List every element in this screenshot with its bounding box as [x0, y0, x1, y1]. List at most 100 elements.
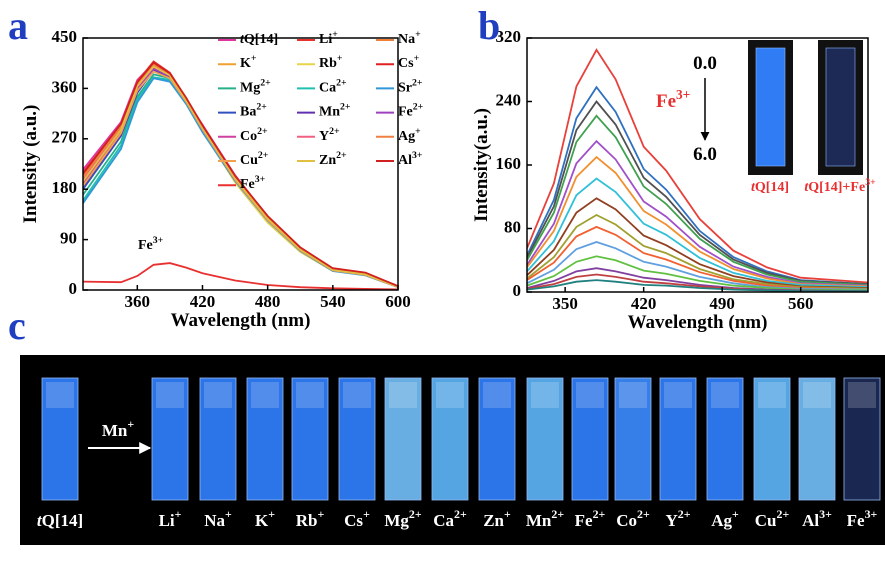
- cuvette-top: [531, 382, 559, 408]
- sample-label: Al3+: [802, 507, 832, 530]
- cuvette: [431, 377, 469, 501]
- legend-label: Co2+: [240, 126, 268, 144]
- cuvette-top: [251, 382, 279, 408]
- legend-label: Ca2+: [319, 77, 347, 95]
- legend-label: Zn2+: [319, 150, 347, 168]
- x-tick-label: 600: [385, 292, 411, 311]
- x-tick-label: 490: [709, 294, 735, 313]
- sample-label: Na+: [204, 507, 232, 530]
- sample-label: Cs+: [344, 507, 370, 530]
- cuvette-top: [848, 382, 876, 408]
- y-tick-label: 270: [52, 128, 78, 147]
- cuvette: [571, 377, 609, 501]
- legend-label: tQ[14]: [240, 32, 278, 47]
- y-axis-label: Intensity(a.u.): [471, 108, 492, 222]
- cuvette: [753, 377, 791, 501]
- cuvette-top: [576, 382, 604, 408]
- sample-label: Fe3+: [847, 507, 878, 530]
- x-tick-label: 360: [125, 292, 151, 311]
- cuvette: [199, 377, 237, 501]
- legend-label: Y2+: [319, 126, 340, 144]
- legend-label: Mg2+: [240, 77, 271, 95]
- annotation: Fe3+: [138, 235, 164, 253]
- y-tick-label: 360: [52, 77, 78, 96]
- series-line: [527, 85, 868, 285]
- cuvette: [478, 377, 516, 501]
- legend-label: Cu2+: [240, 150, 269, 168]
- panel-letter: b: [478, 3, 500, 48]
- cuvette: [843, 377, 881, 501]
- series-line: [527, 114, 868, 286]
- legend-label: Ba2+: [240, 101, 267, 119]
- legend-label: Sr2+: [398, 77, 423, 95]
- y-tick-label: 0: [513, 281, 522, 300]
- x-tick-label: 540: [320, 292, 346, 311]
- series-line: [527, 155, 868, 288]
- series-line: [527, 279, 868, 292]
- sample-label: tQ[14]: [37, 511, 83, 530]
- legend-label: K+: [240, 53, 257, 71]
- y-tick-label: 80: [504, 217, 521, 236]
- cuvette: [151, 377, 189, 501]
- cuvette-top: [758, 382, 786, 408]
- cuvette: [614, 377, 652, 501]
- cuvette: [798, 377, 836, 501]
- series-line: [527, 197, 868, 289]
- legend-label: Mn2+: [319, 101, 351, 119]
- legend-label: Li+: [319, 29, 338, 47]
- sample-label: Mg2+: [384, 507, 421, 530]
- sample-label: Ag+: [711, 507, 739, 530]
- cuvette-top: [664, 382, 692, 408]
- sample-label: Y2+: [665, 507, 690, 530]
- cuvette-top: [711, 382, 739, 408]
- sample-label: Rb+: [296, 507, 325, 530]
- legend-label: Fe3+: [240, 174, 266, 192]
- cuvette-top: [296, 382, 324, 408]
- y-tick-label: 0: [69, 279, 78, 298]
- legend-label: Ag+: [398, 126, 421, 144]
- sample-label: Zn+: [483, 507, 511, 530]
- sample-label: Co2+: [616, 507, 650, 530]
- cuvette: [659, 377, 697, 501]
- y-tick-label: 180: [52, 178, 78, 197]
- y-tick-label: 320: [496, 27, 522, 46]
- cuvette-top: [204, 382, 232, 408]
- cuvette-top: [156, 382, 184, 408]
- y-tick-label: 450: [52, 27, 78, 46]
- y-tick-label: 240: [496, 90, 522, 109]
- annotation: Fe3+: [656, 87, 690, 113]
- range-end: 6.0: [693, 144, 717, 165]
- x-axis-label: Wavelength (nm): [171, 310, 311, 331]
- sample-label: Fe2+: [575, 507, 606, 530]
- sample-label: Li+: [159, 507, 182, 530]
- sample-label: K+: [255, 507, 275, 530]
- cuvette-top: [483, 382, 511, 408]
- y-tick-label: 160: [496, 154, 522, 173]
- legend-label: Fe2+: [398, 101, 424, 119]
- cuvette: [338, 377, 376, 501]
- sample-label: Mn2+: [526, 507, 564, 530]
- x-tick-label: 420: [631, 294, 657, 313]
- x-axis-label: Wavelength (nm): [628, 312, 768, 333]
- arrow-label: Mn+: [102, 417, 135, 440]
- series-line: [527, 177, 868, 289]
- cuvette: [246, 377, 284, 501]
- inset-label: tQ[14]+Fe3+: [804, 177, 876, 195]
- cuvette: [384, 377, 422, 501]
- sample-label: Ca2+: [433, 507, 467, 530]
- legend-label: Cs+: [398, 53, 420, 71]
- series-line: [527, 225, 868, 291]
- cuvette: [41, 377, 79, 501]
- cuvette: [706, 377, 744, 501]
- sample-label: Cu2+: [755, 507, 790, 530]
- cuvette-top: [436, 382, 464, 408]
- cuvette-top: [803, 382, 831, 408]
- series-line: [83, 65, 398, 288]
- series-line: [83, 62, 398, 289]
- range-start: 0.0: [693, 53, 717, 74]
- legend-label: Na+: [398, 29, 421, 47]
- cuvette-top: [389, 382, 417, 408]
- panel-letter: a: [8, 3, 28, 48]
- cuvette: [526, 377, 564, 501]
- series-line: [527, 100, 868, 285]
